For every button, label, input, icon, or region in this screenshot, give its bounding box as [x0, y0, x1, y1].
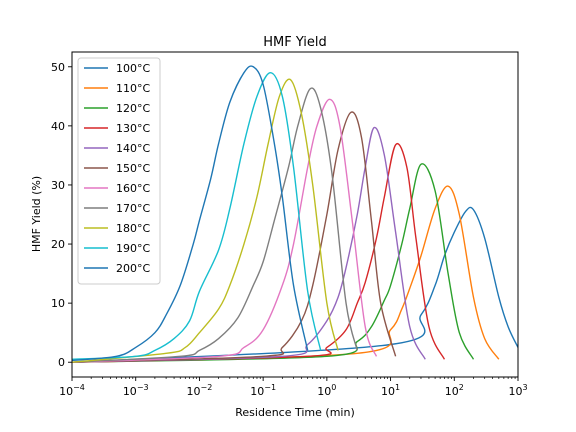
y-tick-label: 20 [51, 238, 65, 251]
y-tick-label: 10 [51, 297, 65, 310]
x-axis-label: Residence Time (min) [235, 406, 354, 419]
y-tick-label: 40 [51, 120, 65, 133]
legend-label: 160°C [116, 182, 150, 195]
y-tick-label: 50 [51, 61, 65, 74]
legend-label: 130°C [116, 122, 150, 135]
legend-label: 120°C [116, 102, 150, 115]
legend: 100°C 110°C 120°C 130°C 140°C 150°C 160°C 170°C… [78, 58, 160, 284]
legend-label: 180°C [116, 222, 150, 235]
legend-label: 140°C [116, 142, 150, 155]
legend-label: 150°C [116, 162, 150, 175]
y-axis-label: HMF Yield (%) [30, 176, 43, 252]
legend-label: 170°C [116, 202, 150, 215]
legend-label: 200°C [116, 262, 150, 275]
legend-label: 100°C [116, 62, 150, 75]
y-tick-label: 30 [51, 179, 65, 192]
y-tick-label: 0 [58, 356, 65, 369]
legend-label: 190°C [116, 242, 150, 255]
legend-label: 110°C [116, 82, 150, 95]
chart-title: HMF Yield [263, 35, 327, 50]
